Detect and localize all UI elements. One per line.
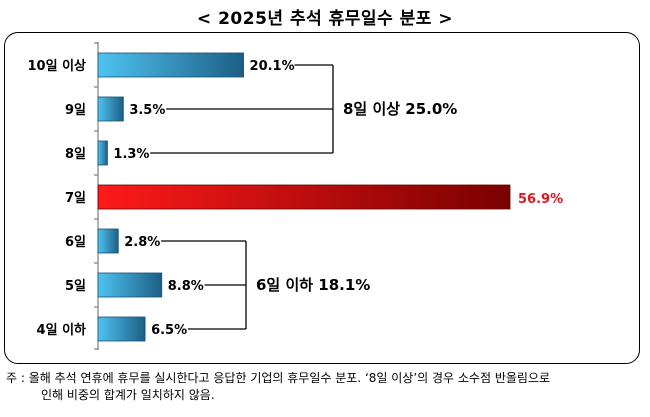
chart-title: < 2025년 추석 휴무일수 분포 > <box>196 9 454 29</box>
bar-5 <box>97 272 163 298</box>
group-label: 6일 이하 18.1% <box>256 276 370 294</box>
category-label: 10일 이상 <box>28 58 87 74</box>
category-label: 4일 이하 <box>37 322 86 338</box>
bar-3 <box>97 184 511 210</box>
value-label: 56.9% <box>518 192 563 207</box>
value-label: 20.1% <box>250 59 295 74</box>
value-label: 3.5% <box>129 103 165 118</box>
category-label: 7일 <box>65 191 86 206</box>
category-label: 8일 <box>65 147 86 162</box>
footnote-line-2: 인해 비중의 합계가 일치하지 않음. <box>41 388 215 402</box>
bar-6 <box>97 316 146 342</box>
bar-4 <box>97 228 119 254</box>
bar-0 <box>97 52 244 78</box>
value-label: 8.8% <box>168 279 204 294</box>
footnote: 주 : 올해 추석 연휴에 휴무를 실시한다고 응답한 기업의 휴무일수 분포.… <box>6 370 646 404</box>
footnote-line-1: 주 : 올해 추석 연휴에 휴무를 실시한다고 응답한 기업의 휴무일수 분포.… <box>6 371 551 385</box>
value-label: 2.8% <box>124 235 160 250</box>
value-label: 6.5% <box>151 323 187 338</box>
bar-2 <box>97 140 108 166</box>
group-label: 8일 이상 25.0% <box>343 100 457 118</box>
category-label: 6일 <box>65 235 86 250</box>
bar-1 <box>97 96 124 122</box>
value-label: 1.3% <box>113 147 149 162</box>
category-label: 9일 <box>65 103 86 118</box>
category-label: 5일 <box>65 279 86 294</box>
chart-frame <box>4 32 640 364</box>
